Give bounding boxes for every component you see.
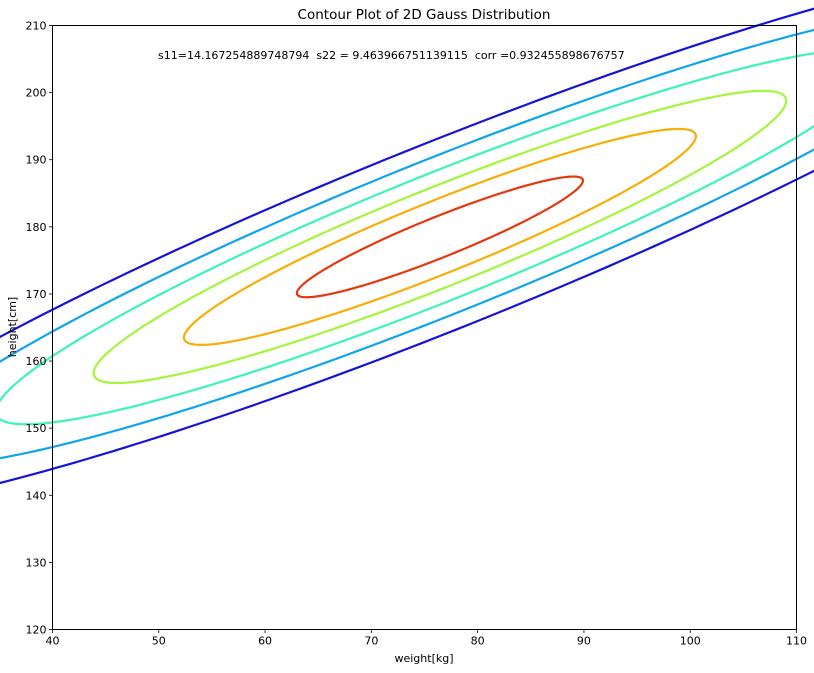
- y-tick-label: 200: [26, 87, 47, 100]
- x-tick-label: 110: [786, 635, 807, 648]
- plot-area-frame: [52, 25, 797, 630]
- contour-line-4: [92, 89, 788, 385]
- y-axis-ticks: 120 130 140 150 160 170 180 190 200 210: [26, 20, 53, 637]
- y-tick-label: 130: [26, 556, 47, 569]
- y-tick-label: 170: [26, 288, 47, 301]
- contour-layer: [0, 7, 814, 485]
- x-axis-ticks: 40 50 60 70 80 90 100 110: [46, 629, 807, 648]
- y-tick-label: 160: [26, 355, 47, 368]
- y-tick-label: 180: [26, 221, 47, 234]
- contour-line-3: [0, 52, 814, 426]
- y-tick-label: 210: [26, 20, 47, 33]
- y-axis-label: height[cm]: [6, 297, 19, 357]
- chart-annotation: s11=14.167254889748794 s22 = 9.463966751…: [158, 49, 625, 62]
- x-axis-label: weight[kg]: [394, 652, 453, 665]
- x-tick-label: 100: [680, 635, 701, 648]
- y-tick-label: 150: [26, 422, 47, 435]
- contour-line-2: [0, 28, 814, 460]
- x-tick-label: 90: [577, 635, 591, 648]
- x-tick-label: 40: [46, 635, 60, 648]
- x-tick-label: 50: [152, 635, 166, 648]
- contour-line-6: [295, 175, 585, 299]
- x-tick-label: 80: [471, 635, 485, 648]
- y-tick-label: 140: [26, 489, 47, 502]
- x-tick-label: 60: [258, 635, 272, 648]
- contour-line-5: [182, 127, 697, 346]
- x-tick-label: 70: [364, 635, 378, 648]
- contour-line-1: [0, 7, 814, 485]
- y-tick-label: 190: [26, 154, 47, 167]
- y-tick-label: 120: [26, 624, 47, 637]
- chart-title: Contour Plot of 2D Gauss Distribution: [298, 7, 551, 23]
